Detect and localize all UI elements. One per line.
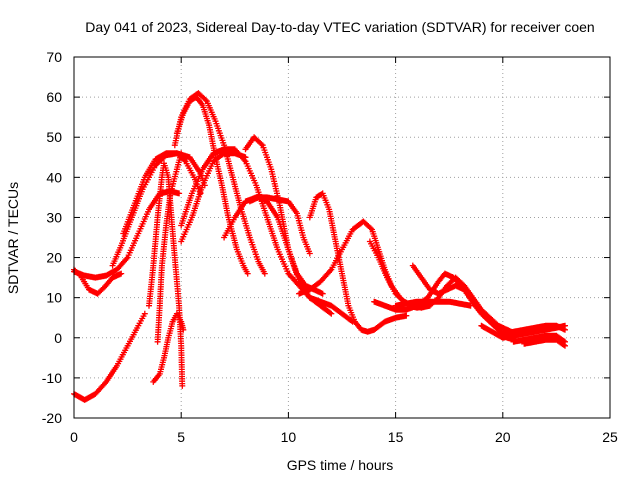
y-tick-label: 50 <box>46 129 62 145</box>
series-arc-3 <box>71 310 148 403</box>
series-markers <box>296 218 431 311</box>
series-markers <box>392 298 474 309</box>
series-arc-23 <box>499 322 568 337</box>
y-tick-label: -20 <box>42 410 62 426</box>
series-markers <box>150 310 187 385</box>
chart-title: Day 041 of 2023, Sidereal Day-to-day VTE… <box>85 19 594 35</box>
series-arc-16 <box>306 190 410 335</box>
series-markers <box>521 336 568 349</box>
y-axis-title: SDTVAR / TECUs <box>5 182 21 294</box>
plot-frame <box>73 56 611 419</box>
tick-layer: 0 5 10 15 20 25 -20 -10 0 10 20 30 40 50 60 70 <box>42 49 618 445</box>
series-arc-24 <box>510 332 568 345</box>
series-arc-7 <box>154 150 189 345</box>
y-tick-label: 40 <box>46 169 62 185</box>
data-marks <box>71 90 568 403</box>
y-tick-label: 60 <box>46 89 62 105</box>
x-tick-label: 10 <box>281 429 297 445</box>
series-markers <box>154 150 189 345</box>
series-arc-25 <box>521 336 568 349</box>
series-markers <box>246 194 335 317</box>
series-arc-12 <box>178 150 249 245</box>
series-markers <box>499 322 568 337</box>
series-arc-8 <box>150 310 187 385</box>
y-tick-label: 0 <box>54 330 62 346</box>
series-markers <box>120 150 208 237</box>
x-tick-label: 20 <box>495 429 511 445</box>
series-markers <box>173 94 251 277</box>
y-tick-label: 70 <box>46 49 62 65</box>
x-tick-label: 5 <box>177 429 185 445</box>
x-tick-label: 0 <box>70 429 78 445</box>
series-markers <box>71 310 148 403</box>
y-tick-label: 30 <box>46 209 62 225</box>
y-tick-label: 20 <box>46 250 62 266</box>
series-markers <box>146 160 186 389</box>
series-arc-15 <box>246 194 335 317</box>
series-markers <box>178 150 249 245</box>
y-tick-label: 10 <box>46 290 62 306</box>
series-markers <box>306 190 410 335</box>
series-arc-10 <box>171 90 268 277</box>
y-tick-label: -10 <box>42 370 62 386</box>
x-tick-label: 25 <box>602 429 618 445</box>
series-markers <box>510 332 568 345</box>
series-arc-9 <box>173 94 251 277</box>
grid-layer <box>74 57 610 418</box>
series-arc-21 <box>392 298 474 309</box>
series-arc-6 <box>146 160 186 389</box>
series-markers <box>171 90 268 277</box>
x-tick-label: 15 <box>388 429 404 445</box>
series-arc-17 <box>296 218 431 311</box>
series-arc-5 <box>120 150 208 237</box>
x-axis-title: GPS time / hours <box>287 457 394 473</box>
